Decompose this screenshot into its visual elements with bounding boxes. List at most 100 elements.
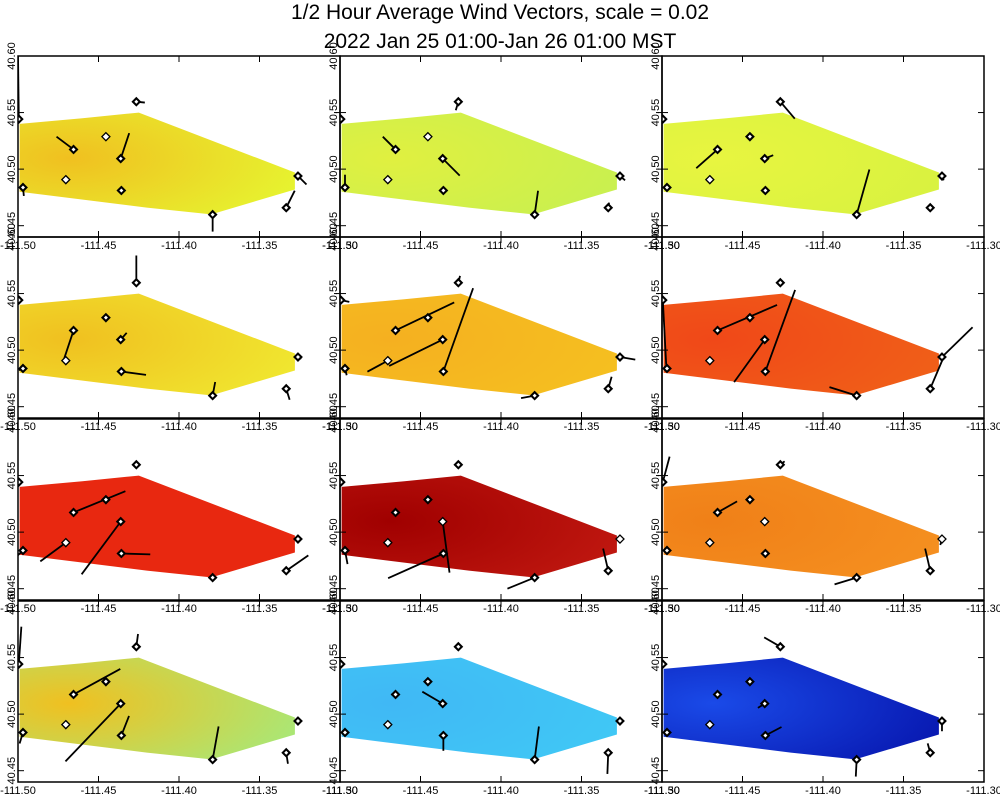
station-marker-core xyxy=(617,355,622,360)
station-marker-core xyxy=(441,369,446,374)
y-tick-label: 40.60 xyxy=(6,405,18,433)
y-tick-label: 40.60 xyxy=(6,587,18,615)
wind-vector xyxy=(56,135,75,151)
y-tick-label: 40.45 xyxy=(328,575,340,603)
station-marker-core xyxy=(715,692,720,697)
station-marker-core xyxy=(210,212,215,217)
wind-vector xyxy=(62,330,75,362)
station-marker-core xyxy=(532,575,537,580)
y-tick-label: 40.60 xyxy=(328,587,340,615)
wind-vector xyxy=(388,338,444,367)
wind-vector xyxy=(533,726,540,760)
station-marker-core xyxy=(532,757,537,762)
station-marker xyxy=(437,516,448,527)
station-marker-core xyxy=(763,188,768,193)
panel-11 xyxy=(340,641,625,774)
x-tick-label: -111.45 xyxy=(81,785,117,797)
y-tick-label: 40.60 xyxy=(650,223,662,251)
y-tick-label: 40.50 xyxy=(328,155,340,183)
station-marker-core xyxy=(606,750,611,755)
y-tick-label: 40.50 xyxy=(650,518,662,546)
wind-vector xyxy=(829,386,857,397)
x-tick-label: -111.45 xyxy=(403,421,439,433)
y-tick-label: 40.55 xyxy=(650,280,662,308)
station-marker-core xyxy=(939,719,944,724)
station-marker-core xyxy=(747,134,752,139)
y-tick-label: 40.45 xyxy=(328,393,340,421)
wind-vector xyxy=(39,541,67,563)
x-tick-label: -111.30 xyxy=(966,421,1000,433)
station-marker-core xyxy=(134,462,139,467)
y-tick-label: 40.45 xyxy=(650,212,662,240)
wind-vector xyxy=(941,326,974,358)
x-tick-label: -111.35 xyxy=(886,240,922,252)
x-tick-label: -111.40 xyxy=(483,603,519,615)
station-marker-core xyxy=(747,497,752,502)
wind-vector xyxy=(695,148,719,169)
panel-12 xyxy=(662,636,947,777)
station-marker-core xyxy=(664,548,669,553)
station-marker-core xyxy=(295,537,300,542)
station-marker-core xyxy=(118,156,123,161)
x-tick-label: -111.45 xyxy=(403,603,439,615)
station-marker-core xyxy=(71,692,76,697)
station-marker-core xyxy=(441,188,446,193)
x-tick-label: -111.45 xyxy=(725,240,761,252)
station-marker-core xyxy=(119,369,124,374)
station-marker xyxy=(382,174,393,185)
wind-vector xyxy=(211,726,220,760)
station-marker-core xyxy=(928,205,933,210)
station-marker-core xyxy=(606,386,611,391)
station-marker-core xyxy=(284,750,289,755)
wind-field-contour xyxy=(19,657,295,760)
station-marker-core xyxy=(103,679,108,684)
station-marker-core xyxy=(425,497,430,502)
x-tick-label: -111.30 xyxy=(966,240,1000,252)
station-marker-core xyxy=(118,701,123,706)
wind-field-contour xyxy=(19,475,295,578)
station-marker xyxy=(60,174,71,185)
station-marker-core xyxy=(928,386,933,391)
x-tick-label: -111.45 xyxy=(403,240,439,252)
station-marker-core xyxy=(393,328,398,333)
station-marker-core xyxy=(342,730,347,735)
x-tick-label: -111.35 xyxy=(242,785,278,797)
wind-vector xyxy=(442,157,461,177)
station-marker-core xyxy=(441,733,446,738)
y-tick-label: 40.50 xyxy=(328,336,340,364)
wind-vector xyxy=(929,360,943,390)
panel-6 xyxy=(662,277,974,401)
station-marker-core xyxy=(393,147,398,152)
wind-field-contour xyxy=(341,475,617,578)
y-tick-label: 40.50 xyxy=(6,518,18,546)
y-tick-label: 40.55 xyxy=(650,99,662,127)
station-marker-core xyxy=(606,205,611,210)
y-tick-label: 40.50 xyxy=(328,518,340,546)
x-tick-label: -111.50 xyxy=(0,785,36,797)
station-marker-core xyxy=(118,519,123,524)
station-marker-core xyxy=(425,315,430,320)
y-tick-label: 40.55 xyxy=(6,644,18,672)
y-tick-label: 40.45 xyxy=(6,757,18,785)
station-marker-core xyxy=(295,719,300,724)
station-marker-core xyxy=(71,147,76,152)
station-marker-core xyxy=(440,156,445,161)
y-tick-label: 40.60 xyxy=(328,223,340,251)
wind-vector xyxy=(73,668,121,696)
station-marker-core xyxy=(119,733,124,738)
station-marker-core xyxy=(118,337,123,342)
station-marker-core xyxy=(854,393,859,398)
station-marker-core xyxy=(440,337,445,342)
station-marker-core xyxy=(20,366,25,371)
y-tick-label: 40.55 xyxy=(6,99,18,127)
wind-vector xyxy=(855,169,871,215)
station-marker-core xyxy=(762,701,767,706)
station-marker-core xyxy=(342,185,347,190)
y-tick-label: 40.60 xyxy=(650,587,662,615)
station-marker-core xyxy=(440,701,445,706)
station-marker-core xyxy=(664,730,669,735)
wind-vector xyxy=(366,359,389,373)
x-tick-label: -111.40 xyxy=(805,240,841,252)
station-marker xyxy=(60,719,71,730)
station-marker-core xyxy=(284,205,289,210)
